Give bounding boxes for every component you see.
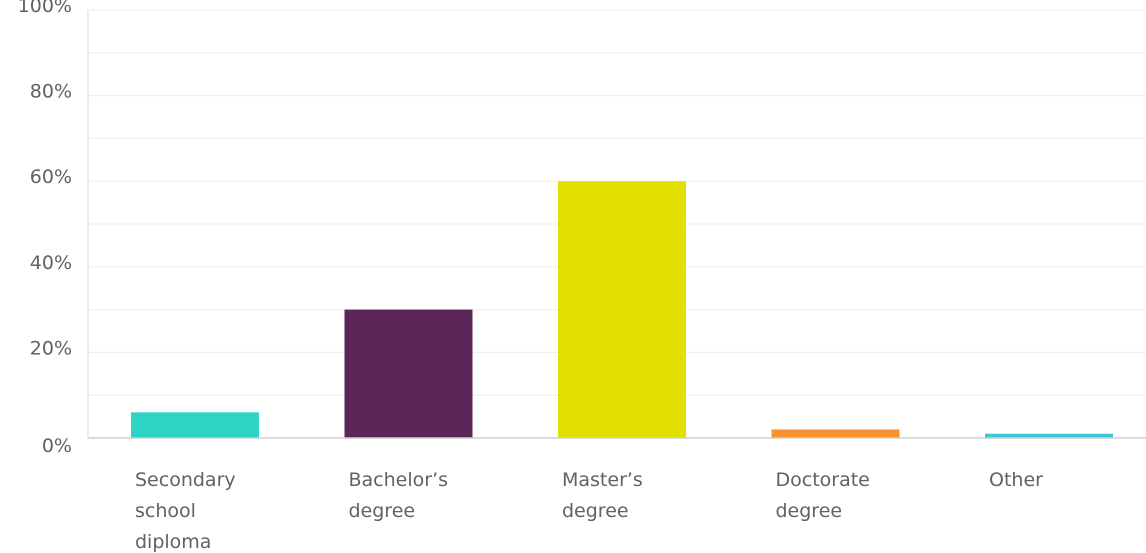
x-tick-label-line: Bachelor’s — [349, 469, 449, 491]
y-tick-label: 60% — [30, 166, 72, 188]
x-tick-label-line: diploma — [135, 531, 211, 553]
x-tick-label-line: school — [135, 500, 196, 522]
x-tick-label-line: Secondary — [135, 469, 236, 491]
bar[interactable] — [985, 433, 1113, 438]
y-tick-label: 0% — [42, 435, 72, 457]
bar[interactable] — [344, 309, 473, 438]
x-tick-label: Secondary school diploma — [135, 469, 236, 553]
y-tick-label: 40% — [30, 252, 72, 274]
y-tick-label: 100% — [18, 0, 72, 17]
x-tick-label-line: Master’s — [562, 469, 643, 491]
x-tick-label-line: Doctorate — [776, 469, 870, 491]
x-tick-label: Other — [989, 469, 1043, 491]
bars — [131, 181, 1113, 438]
bar[interactable] — [771, 429, 900, 438]
bar[interactable] — [131, 412, 259, 438]
x-tick-label-line: degree — [776, 500, 843, 522]
bar[interactable] — [558, 181, 686, 438]
x-tick-label-line: degree — [349, 500, 416, 522]
x-tick-label: Master’s degree — [562, 469, 643, 522]
x-tick-label-line: degree — [562, 500, 629, 522]
y-axis-ticks: 0% 20% 40% 60% 80% 100% — [18, 0, 72, 457]
y-tick-label: 20% — [30, 337, 72, 359]
x-tick-label-line: Other — [989, 469, 1043, 491]
x-tick-label: Bachelor’s degree — [349, 469, 449, 522]
y-tick-label: 80% — [30, 81, 72, 103]
x-tick-label: Doctorate degree — [776, 469, 870, 522]
